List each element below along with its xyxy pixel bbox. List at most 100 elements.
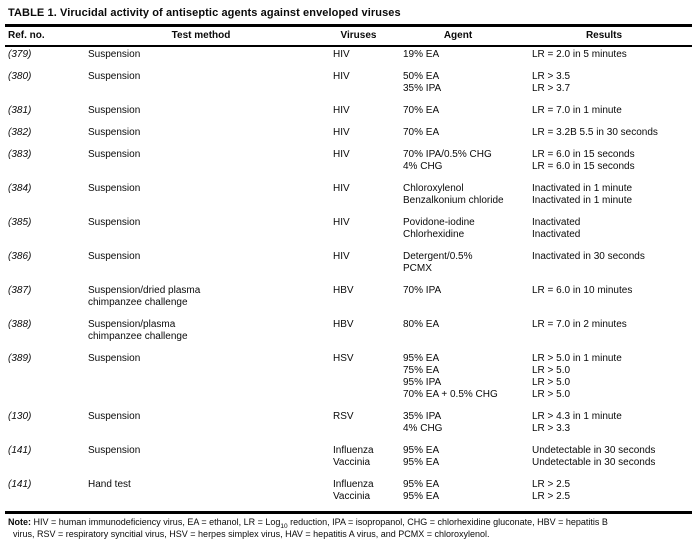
cell-line: Inactivated: [532, 229, 690, 241]
cell-line: Suspension: [88, 445, 328, 457]
footnote-label: Note:: [8, 517, 31, 527]
cell-line: LR > 5.0: [532, 389, 690, 401]
cell-line: Suspension: [88, 411, 328, 423]
cell-line: (141): [8, 445, 83, 457]
method-cell: Suspension: [85, 103, 330, 125]
cell-line: Detergent/0.5%: [403, 251, 527, 263]
virus-cell: HIV: [330, 147, 400, 181]
ref-cell: (381): [5, 103, 85, 125]
cell-line: HBV: [333, 319, 398, 331]
cell-line: (386): [8, 251, 83, 263]
virus-cell: HIV: [330, 215, 400, 249]
table-header-row: Ref. no. Test method Viruses Agent Resul…: [5, 26, 692, 47]
cell-line: Suspension/dried plasma: [88, 285, 328, 297]
ref-cell: (389): [5, 351, 85, 409]
cell-line: 35% IPA: [403, 83, 527, 95]
cell-line: Vaccinia: [333, 457, 398, 469]
cell-line: 80% EA: [403, 319, 527, 331]
cell-line: LR > 5.0 in 1 minute: [532, 353, 690, 365]
cell-line: LR = 7.0 in 2 minutes: [532, 319, 690, 331]
cell-line: Undetectable in 30 seconds: [532, 445, 690, 457]
cell-line: HIV: [333, 127, 398, 139]
cell-line: LR > 3.7: [532, 83, 690, 95]
cell-line: HIV: [333, 251, 398, 263]
cell-line: (384): [8, 183, 83, 195]
method-cell: Hand test: [85, 477, 330, 513]
cell-line: LR > 3.3: [532, 423, 690, 435]
result-cell: LR = 2.0 in 5 minutes: [529, 46, 692, 69]
ref-cell: (130): [5, 409, 85, 443]
cell-line: 95% EA: [403, 353, 527, 365]
ref-cell: (379): [5, 46, 85, 69]
virus-cell: HIV: [330, 181, 400, 215]
cell-line: LR > 3.5: [532, 71, 690, 83]
cell-line: Suspension: [88, 127, 328, 139]
table-title: TABLE 1. Virucidal activity of antisepti…: [5, 3, 692, 24]
ref-cell: (141): [5, 443, 85, 477]
cell-line: Inactivated in 1 minute: [532, 195, 690, 207]
method-cell: Suspension: [85, 69, 330, 103]
virus-cell: HIV: [330, 249, 400, 283]
cell-line: Suspension: [88, 217, 328, 229]
virucidal-activity-table: Ref. no. Test method Viruses Agent Resul…: [5, 24, 692, 514]
virus-cell: HIV: [330, 103, 400, 125]
method-cell: Suspension: [85, 147, 330, 181]
header-ref-no: Ref. no.: [5, 26, 85, 47]
ref-cell: (141): [5, 477, 85, 513]
cell-line: Suspension: [88, 149, 328, 161]
footnote-text: reduction, IPA = isopropanol, CHG = chlo…: [288, 517, 608, 527]
cell-line: HBV: [333, 285, 398, 297]
cell-line: LR = 6.0 in 15 seconds: [532, 161, 690, 173]
result-cell: LR = 6.0 in 10 minutes: [529, 283, 692, 317]
method-cell: Suspension: [85, 46, 330, 69]
agent-cell: 70% IPA: [400, 283, 529, 317]
method-cell: Suspension: [85, 125, 330, 147]
method-cell: Suspension: [85, 249, 330, 283]
cell-line: Povidone-iodine: [403, 217, 527, 229]
cell-line: Undetectable in 30 seconds: [532, 457, 690, 469]
footnote-line-2: virus, RSV = respiratory syncitial virus…: [8, 529, 692, 540]
cell-line: (389): [8, 353, 83, 365]
cell-line: LR = 6.0 in 15 seconds: [532, 149, 690, 161]
footnote-line-1: Note: HIV = human immunodeficiency virus…: [8, 517, 692, 529]
cell-line: Chlorhexidine: [403, 229, 527, 241]
cell-line: LR > 4.3 in 1 minute: [532, 411, 690, 423]
method-cell: Suspension: [85, 215, 330, 249]
cell-line: PCMX: [403, 263, 527, 275]
cell-line: Suspension: [88, 49, 328, 61]
footnote-text: HIV = human immunodeficiency virus, EA =…: [31, 517, 280, 527]
agent-cell: 70% EA: [400, 125, 529, 147]
virus-cell: HIV: [330, 69, 400, 103]
virus-cell: HIV: [330, 46, 400, 69]
method-cell: Suspension: [85, 443, 330, 477]
cell-line: LR > 5.0: [532, 377, 690, 389]
cell-line: 70% EA + 0.5% CHG: [403, 389, 527, 401]
cell-line: (385): [8, 217, 83, 229]
cell-line: 95% EA: [403, 445, 527, 457]
cell-line: 19% EA: [403, 49, 527, 61]
method-cell: Suspension: [85, 181, 330, 215]
cell-line: 95% EA: [403, 491, 527, 503]
cell-line: HIV: [333, 149, 398, 161]
agent-cell: 80% EA: [400, 317, 529, 351]
cell-line: 75% EA: [403, 365, 527, 377]
